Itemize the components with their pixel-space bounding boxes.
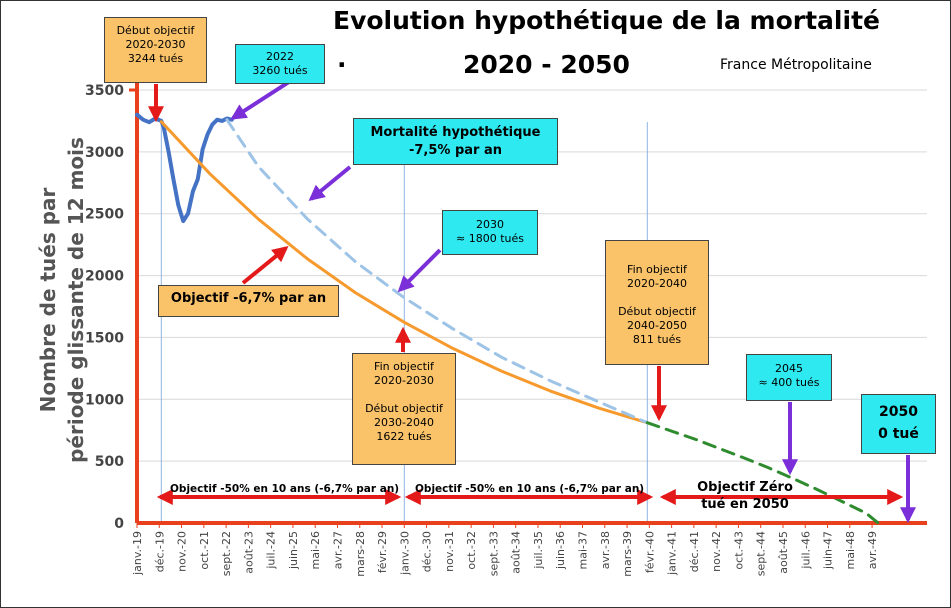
x-tick-label: juin-25: [287, 531, 300, 570]
annotation-2045: 2045 ≈ 400 tués: [746, 354, 832, 401]
annotation-objective-6-7: Objectif -6,7% par an: [158, 285, 339, 317]
series-line-objective: [159, 120, 649, 425]
chart-title-dot: .: [337, 44, 347, 73]
y-tick-label: 3500: [85, 83, 124, 99]
series-line-hypothetical: [225, 118, 649, 425]
x-tick-label: janv.-30: [398, 531, 411, 576]
annotation-debut-2020-2030: Début objectif 2020-2030 3244 tués: [104, 17, 207, 83]
region-label: France Métropolitaine: [720, 57, 872, 73]
x-tick-label: juil.-46: [799, 531, 812, 570]
arrow-2030: [397, 248, 442, 293]
annotation-2022: 2022 3260 tués: [235, 44, 325, 84]
series-line-zero_objective: [645, 421, 880, 525]
y-tick-label: 500: [95, 454, 124, 470]
x-tick-label: oct.-21: [198, 531, 211, 570]
y-tick-label: 3000: [85, 145, 124, 161]
x-tick-label: sept.-44: [755, 531, 768, 576]
x-tick-label: sept.-33: [487, 531, 500, 576]
x-tick-label: oct.-43: [732, 531, 745, 570]
x-tick-label: nov.-42: [710, 531, 723, 572]
x-tick-label: nov.-20: [176, 531, 189, 572]
period-label-2040-2050: Objectif Zéro tué en 2050: [697, 480, 793, 512]
x-tick-label: mars-39: [621, 531, 634, 577]
arrow-objective: [241, 245, 289, 285]
x-tick-label: mai-48: [844, 531, 857, 569]
x-tick-label: août-23: [242, 531, 255, 574]
x-tick-label: août-45: [777, 531, 790, 574]
y-tick-label: 2500: [85, 207, 124, 223]
annotation-fin-2030: Fin objectif 2020-2030 Début objectif 2030…: [352, 353, 456, 465]
annotation-fin-2040: Fin objectif 2020-2040 Début objectif 2040…: [605, 240, 709, 365]
x-tick-label: mai-37: [577, 531, 590, 569]
x-tick-label: févr.-40: [643, 531, 656, 573]
x-tick-label: juin-47: [822, 531, 835, 570]
y-axis-title: période glissante de 12 mois: [64, 137, 88, 463]
chart-title-line2: 2020 - 2050: [463, 50, 630, 79]
y-tick-label: 1500: [85, 330, 124, 346]
annotation-2030: 2030 ≈ 1800 tués: [442, 210, 538, 255]
x-tick-label: janv.-41: [666, 531, 679, 576]
x-tick-label: oct.-32: [465, 531, 478, 570]
x-tick-label: juil.-35: [532, 531, 545, 570]
x-tick-label: févr.-29: [376, 531, 389, 573]
x-tick-label: sept.-22: [220, 531, 233, 576]
x-tick-label: déc.-30: [421, 531, 434, 572]
arrow-hypothetical: [308, 165, 352, 202]
annotation-2050: 2050 0 tué: [861, 394, 936, 454]
x-tick-label: déc.-19: [153, 531, 166, 572]
x-tick-label: avr.-38: [599, 531, 612, 569]
chart-title-line1: Evolution hypothétique de la mortalité: [333, 6, 880, 35]
x-tick-label: avr.-27: [331, 531, 344, 569]
y-axis-title: Nombre de tués par: [36, 187, 60, 412]
y-tick-label: 0: [114, 516, 124, 532]
period-label-2030-2040: Objectif -50% en 10 ans (-6,7% par an): [415, 483, 645, 495]
x-tick-label: janv.-19: [131, 531, 144, 576]
x-tick-label: déc.-41: [688, 531, 701, 572]
x-tick-label: août-34: [510, 531, 523, 574]
period-label-2020-2030: Objectif -50% en 10 ans (-6,7% par an): [170, 483, 400, 495]
x-tick-label: nov.-31: [443, 531, 456, 572]
x-tick-label: juil.-24: [265, 531, 278, 570]
annotation-hypothetical: Mortalité hypothétique -7,5% par an: [353, 118, 558, 165]
x-tick-label: avr.-49: [866, 531, 879, 569]
x-tick-label: mai-26: [309, 531, 322, 569]
y-tick-label: 1000: [85, 392, 124, 408]
series-line-actual: [135, 112, 234, 224]
x-tick-label: mars-28: [354, 531, 367, 577]
y-tick-label: 2000: [85, 269, 124, 285]
x-tick-label: juin-36: [554, 531, 567, 570]
